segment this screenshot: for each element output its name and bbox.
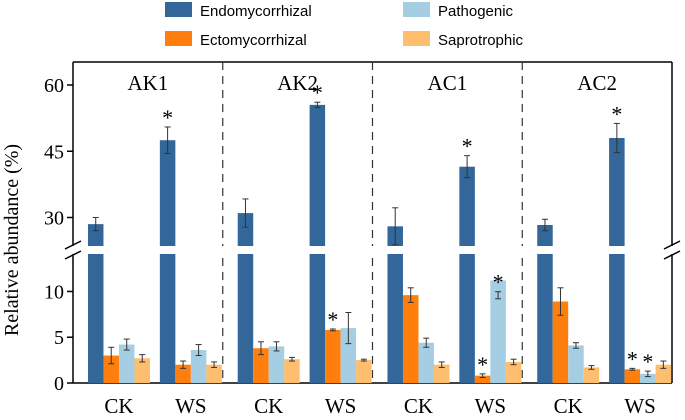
panel-label: AK1 — [127, 71, 168, 95]
x-category-label: WS — [325, 394, 357, 418]
x-category-label: CK — [404, 394, 433, 418]
bar — [356, 360, 372, 383]
bar — [284, 359, 300, 383]
significance-star: * — [627, 346, 638, 371]
panel-label: AK2 — [277, 71, 318, 95]
bar — [103, 355, 119, 383]
axis-break-mark — [64, 240, 82, 250]
bar — [537, 225, 553, 383]
axis-break-mark — [663, 240, 681, 250]
y-tick-label: 0 — [54, 373, 64, 395]
bar — [568, 345, 584, 383]
legend-label: Saprotrophic — [438, 32, 524, 49]
bar — [268, 346, 285, 383]
legend-label: Pathogenic — [438, 3, 514, 20]
y-axis-label: Relative abundance (%) — [1, 144, 23, 336]
bar — [309, 104, 326, 383]
legend-swatch — [165, 2, 192, 17]
significance-star: * — [493, 270, 504, 295]
y-tick-label: 60 — [44, 75, 64, 97]
legend-label: Endomycorrhizal — [200, 3, 312, 20]
bar — [190, 350, 207, 383]
legend-swatch — [403, 2, 430, 17]
bar — [118, 344, 135, 383]
y-tick-label: 10 — [44, 281, 64, 303]
axis-break-gap — [61, 246, 684, 254]
bar — [655, 364, 672, 383]
bar — [87, 224, 104, 383]
x-category-label: WS — [624, 394, 656, 418]
panel-label: AC1 — [428, 71, 468, 95]
y-tick-label: 5 — [54, 327, 64, 349]
bar — [552, 301, 569, 383]
bar — [175, 364, 191, 383]
axis-break-mark — [663, 250, 681, 260]
bar — [624, 369, 641, 383]
significance-star: * — [312, 80, 323, 105]
legend: Endomycorrhizal Ectomycorrhizal Pathogenic… — [165, 2, 524, 49]
bar — [474, 375, 491, 383]
y-tick-label: 45 — [44, 141, 64, 163]
bar — [583, 367, 600, 383]
bar — [253, 348, 269, 383]
bar — [134, 358, 150, 383]
bar — [640, 373, 656, 383]
panel-label: AC2 — [577, 71, 617, 95]
significance-star: * — [611, 101, 622, 126]
bar — [609, 138, 625, 383]
y-tick-label: 30 — [44, 208, 64, 230]
x-category-label: CK — [254, 394, 283, 418]
bar — [402, 295, 419, 383]
legend-label: Ectomycorrhizal — [200, 32, 307, 49]
bar — [459, 166, 475, 383]
significance-star: * — [477, 352, 488, 377]
bar — [387, 226, 403, 383]
bar — [325, 329, 341, 383]
legend-swatch — [165, 31, 192, 46]
legend-swatch — [403, 31, 430, 46]
x-category-label: CK — [104, 394, 133, 418]
x-category-label: WS — [175, 394, 207, 418]
significance-star: * — [642, 349, 653, 374]
bar — [418, 342, 434, 383]
significance-star: * — [462, 134, 473, 159]
bar — [433, 364, 450, 383]
bar — [237, 213, 254, 383]
axis-break-mark — [64, 250, 82, 260]
bar — [159, 140, 176, 383]
significance-star: * — [327, 307, 338, 332]
bar — [505, 361, 522, 383]
x-category-label: CK — [554, 394, 583, 418]
x-category-label: WS — [475, 394, 507, 418]
bar — [206, 364, 222, 383]
bar — [490, 280, 506, 383]
significance-star: * — [162, 105, 173, 130]
bar — [340, 328, 357, 383]
